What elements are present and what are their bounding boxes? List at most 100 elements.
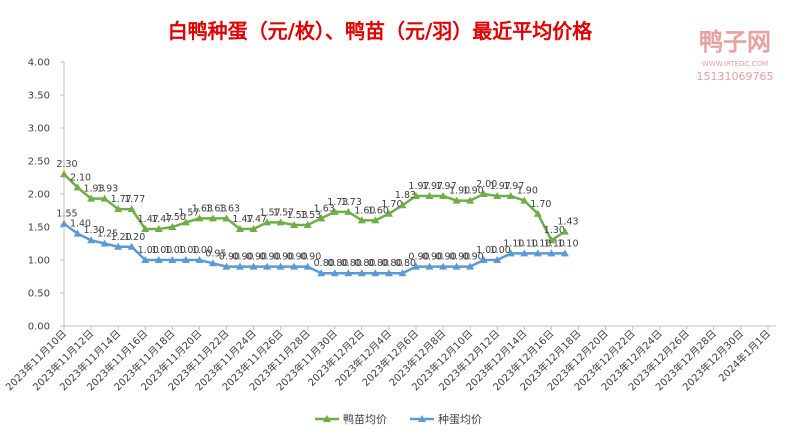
- point-marker: [195, 256, 204, 263]
- watermark-phone: 15131069765: [697, 70, 774, 83]
- point-marker: [357, 216, 366, 224]
- data-label: 1.97: [408, 181, 429, 192]
- point-marker: [493, 256, 502, 263]
- data-label: 1.00: [490, 245, 511, 256]
- point-marker: [317, 214, 326, 222]
- point-marker: [114, 242, 123, 250]
- data-label: 1.47: [138, 214, 159, 225]
- data-label: 1.53: [287, 210, 308, 221]
- legend-label: 鸭苗均价: [343, 413, 387, 426]
- point-marker: [547, 236, 556, 244]
- point-marker: [141, 256, 150, 263]
- point-marker: [398, 269, 407, 277]
- data-label: 1.25: [97, 229, 118, 240]
- point-marker: [181, 218, 190, 226]
- data-label: 0.90: [449, 252, 470, 263]
- y-tick-label: 2.50: [28, 157, 50, 168]
- point-marker: [371, 269, 380, 277]
- data-label: 0.90: [232, 252, 253, 263]
- point-marker: [560, 249, 569, 257]
- data-label: 1.20: [111, 232, 132, 243]
- data-label: 1.10: [557, 238, 578, 249]
- data-label: 1.20: [124, 232, 145, 243]
- point-marker: [73, 183, 82, 191]
- point-marker: [479, 190, 488, 197]
- data-label: 0.90: [219, 252, 240, 263]
- data-label: 0.90: [422, 252, 443, 263]
- point-marker: [330, 207, 339, 215]
- point-marker: [303, 221, 312, 229]
- data-label: 1.50: [165, 212, 186, 223]
- point-marker: [533, 249, 542, 257]
- point-marker: [452, 262, 461, 270]
- data-label: 0.80: [368, 258, 389, 269]
- point-marker: [384, 209, 393, 217]
- data-label: 1.93: [83, 184, 104, 195]
- point-marker: [208, 214, 217, 222]
- data-label: 1.90: [517, 186, 538, 197]
- point-marker: [87, 236, 96, 244]
- data-label: 1.93: [97, 184, 118, 195]
- point-marker: [330, 269, 339, 277]
- point-marker: [398, 201, 407, 209]
- point-marker: [520, 196, 529, 204]
- data-label: 0.90: [408, 252, 429, 263]
- legend-label: 种蛋均价: [438, 412, 482, 426]
- data-label: 1.77: [111, 194, 132, 205]
- data-label: 1.70: [381, 199, 402, 210]
- point-marker: [114, 205, 123, 213]
- data-label: 1.73: [327, 197, 348, 208]
- data-label: 1.47: [246, 214, 267, 225]
- data-label: 1.63: [314, 203, 335, 214]
- data-label: 1.53: [300, 210, 321, 221]
- point-marker: [249, 224, 258, 232]
- point-marker: [520, 249, 529, 257]
- point-marker: [127, 242, 136, 250]
- point-marker: [344, 269, 353, 277]
- data-label: 1.57: [178, 207, 199, 218]
- point-marker: [87, 194, 96, 202]
- data-label: 1.00: [151, 245, 172, 256]
- data-label: 0.90: [300, 252, 321, 263]
- data-label: 1.63: [192, 203, 213, 214]
- data-label: 1.43: [557, 217, 578, 228]
- legend-marker: [323, 415, 331, 422]
- data-label: 1.97: [422, 181, 443, 192]
- point-marker: [290, 221, 299, 229]
- data-label: 2.10: [70, 172, 91, 183]
- point-marker: [412, 191, 420, 199]
- data-label: 1.00: [138, 245, 159, 256]
- data-label: 1.30: [544, 225, 565, 236]
- point-marker: [222, 214, 231, 222]
- legend-marker: [418, 415, 426, 422]
- data-label: 1.47: [151, 214, 172, 225]
- point-marker: [154, 256, 163, 263]
- data-label: 0.80: [327, 258, 348, 269]
- data-label: 1.63: [205, 203, 226, 214]
- data-label: 0.80: [314, 258, 335, 269]
- data-label: 1.00: [476, 245, 497, 256]
- data-label: 1.97: [490, 181, 511, 192]
- chart-title: 白鸭种蛋（元/枚）、鸭苗（元/羽）最近平均价格: [168, 19, 594, 43]
- data-label: 1.63: [219, 203, 240, 214]
- data-label: 1.77: [124, 194, 145, 205]
- data-label: 0.90: [259, 252, 280, 263]
- data-label: 0.90: [246, 252, 267, 263]
- data-label: 0.90: [287, 252, 308, 263]
- point-marker: [560, 227, 569, 235]
- point-marker: [344, 207, 353, 215]
- point-marker: [168, 223, 177, 230]
- point-marker: [222, 262, 231, 270]
- point-marker: [263, 218, 272, 226]
- data-label: 0.80: [381, 258, 402, 269]
- data-label: 1.97: [503, 181, 524, 192]
- point-marker: [195, 214, 204, 222]
- point-marker: [154, 224, 163, 232]
- data-label: 1.60: [354, 205, 375, 216]
- point-marker: [452, 196, 461, 204]
- data-label: 1.10: [517, 238, 538, 249]
- data-label: 1.60: [368, 205, 389, 216]
- point-marker: [303, 262, 312, 270]
